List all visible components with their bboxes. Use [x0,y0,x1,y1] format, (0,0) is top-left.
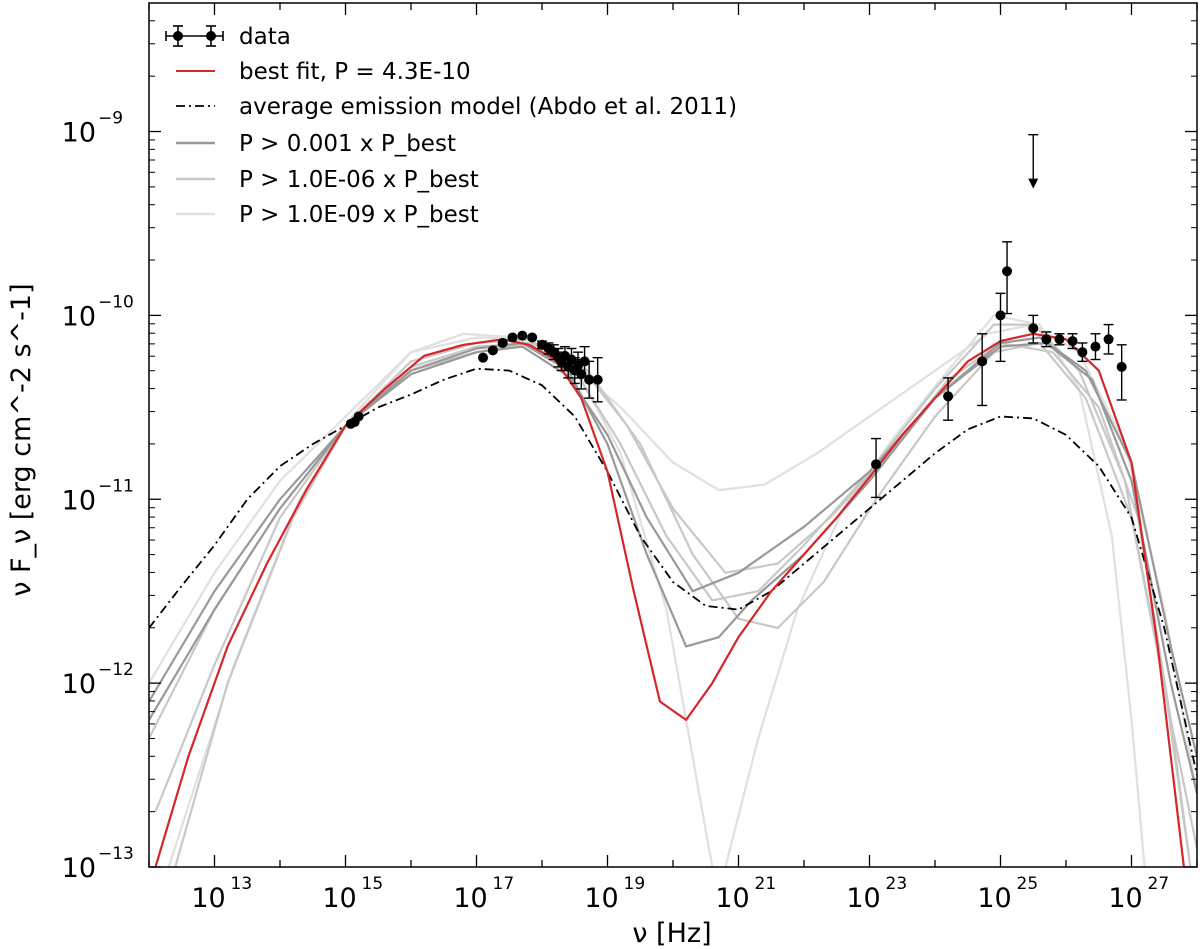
data-point-29 [1041,331,1052,348]
data-point-marker-35 [1116,361,1127,372]
y-tick-label--9: 10 [62,118,96,149]
y-tick-label-exp--11: −11 [98,476,134,496]
legend-label-p-1e-06: P > 1.0E-06 x P_best [239,167,479,193]
data-point-28 [1028,314,1039,344]
y-axis-label: ν F_ν [erg cm^-2 s^-1] [6,283,37,596]
x-tick-label-15: 10 [322,883,356,914]
data-point-34 [1103,323,1114,355]
data-point-marker-26 [995,310,1006,321]
legend-label-data: data [239,24,291,50]
data-point-30 [1054,333,1065,346]
x-tick-label-13: 10 [191,883,225,914]
sample-curve-6 [724,314,1146,867]
data-point-marker-30 [1054,334,1065,345]
x-tick-label-exp-27: 27 [1148,874,1170,894]
legend: data best fit, P = 4.3E-10 average emiss… [165,24,737,228]
data-point-marker-33 [1090,341,1101,352]
data-point-marker-32 [1077,347,1088,358]
data-point-24 [943,377,954,421]
y-tick-label--10: 10 [62,301,96,332]
data-point-marker-22 [592,374,603,385]
data-point-marker-5 [497,337,508,348]
sample-curve-1 [149,341,1197,794]
data-point-marker-21 [584,374,595,385]
x-tick-label-exp-13: 13 [231,874,253,894]
legend-label-p-0001: P > 0.001 x P_best [239,131,456,157]
data-point-6 [507,332,518,343]
average-model-curve [149,367,1197,776]
data-point-21 [584,360,595,399]
data-point-2 [353,411,364,422]
x-tick-label-exp-15: 15 [362,874,384,894]
y-tick-label--13: 10 [62,853,96,884]
data-point-marker-34 [1103,334,1114,345]
data-point-35 [1116,344,1127,401]
x-tick-label-27: 10 [1108,883,1142,914]
data-point-32 [1077,342,1088,363]
data-point-marker-28 [1028,323,1039,334]
data-point-marker-27 [1002,266,1013,277]
x-tick-label-exp-21: 21 [755,874,777,894]
y-tick-label-exp--12: −12 [98,660,134,680]
data-point-marker-24 [943,391,954,402]
data-point-marker-7 [517,330,528,341]
data-point-8 [527,332,538,343]
y-tick-label--11: 10 [62,485,96,516]
data-point-31 [1067,333,1078,350]
x-tick-label-23: 10 [846,883,880,914]
x-tick-label-25: 10 [977,883,1011,914]
data-point-marker-3 [478,352,489,363]
x-tick-label-19: 10 [584,883,618,914]
data-point-5 [497,337,508,348]
sample-curve-4 [149,323,1197,794]
legend-label-average-model: average emission model (Abdo et al. 2011… [239,94,737,120]
data-point-3 [478,352,489,363]
x-tick-label-exp-19: 19 [624,874,646,894]
x-axis-label: ν [Hz] [632,918,711,949]
legend-label-p-1e-09: P > 1.0E-09 x P_best [239,202,479,228]
data-point-7 [517,330,528,341]
data-point-27 [1002,241,1013,315]
x-tick-label-exp-17: 17 [493,874,515,894]
x-tick-label-21: 10 [715,883,749,914]
data-point-22 [592,356,603,403]
sample-curve-0 [149,336,1197,757]
legend-swatch-data [165,25,224,47]
data-point-marker-6 [507,332,518,343]
data-point-marker-31 [1067,336,1078,347]
y-tick-label--12: 10 [62,669,96,700]
data-point-23 [871,437,882,499]
data-point-marker-4 [487,345,498,356]
data-points [345,133,1127,499]
x-tick-label-exp-23: 23 [886,874,908,894]
data-point-marker-29 [1041,334,1052,345]
data-point-marker-2 [353,411,364,422]
legend-label-best-fit: best fit, P = 4.3E-10 [239,59,471,85]
y-tick-label-exp--13: −13 [98,844,134,864]
y-tick-label-exp--10: −10 [98,292,134,312]
data-point-25 [977,333,988,407]
data-point-marker-23 [871,459,882,470]
x-tick-label-exp-25: 25 [1017,874,1039,894]
data-point-marker-8 [527,332,538,343]
upper-limit-arrowhead-0 [1028,178,1039,189]
data-point-4 [487,345,498,356]
data-point-33 [1090,333,1101,361]
upper-limit-0 [1028,133,1039,189]
data-point-marker-25 [977,356,988,367]
y-tick-label-exp--9: −9 [98,109,123,129]
x-tick-label-17: 10 [453,883,487,914]
